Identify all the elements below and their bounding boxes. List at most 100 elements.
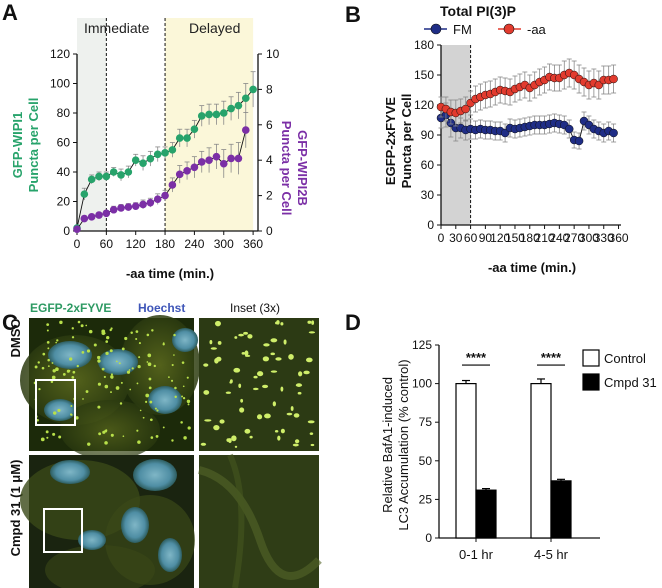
punctum bbox=[136, 429, 139, 432]
punctum bbox=[181, 395, 184, 398]
data-point bbox=[124, 203, 133, 211]
panel-b-ytick-label: 150 bbox=[414, 68, 434, 82]
panel-b-xtick-label: 150 bbox=[505, 231, 525, 245]
punctum bbox=[238, 383, 242, 389]
panel-c-microscopy: EGFP-2xFYVE Hoechst Inset (3x) DMSO Cmpd… bbox=[8, 301, 322, 588]
bar-control bbox=[455, 383, 477, 539]
punctum bbox=[151, 329, 154, 332]
panel-d-ytick-label: 100 bbox=[412, 377, 432, 391]
panel-a-xtick-label: 300 bbox=[214, 237, 234, 251]
punctum bbox=[110, 373, 113, 376]
punctum bbox=[311, 320, 315, 325]
punctum bbox=[51, 362, 54, 364]
series-fm bbox=[436, 102, 618, 150]
data-point bbox=[109, 168, 118, 176]
panel-d-ytick-label: 75 bbox=[419, 415, 433, 429]
punctum bbox=[270, 338, 278, 343]
data-point bbox=[146, 198, 155, 207]
legend-control-swatch bbox=[582, 349, 600, 367]
punctum bbox=[263, 343, 270, 347]
data-point bbox=[564, 124, 574, 134]
punctum bbox=[115, 386, 120, 390]
significance-label: **** bbox=[466, 350, 487, 365]
bar-control bbox=[530, 383, 552, 539]
punctum bbox=[252, 387, 259, 391]
punctum bbox=[229, 381, 233, 384]
punctum bbox=[174, 386, 177, 390]
punctum bbox=[129, 388, 132, 391]
punctum bbox=[124, 336, 128, 341]
punctum bbox=[139, 409, 142, 412]
punctum bbox=[38, 387, 41, 391]
punctum bbox=[76, 364, 79, 368]
punctum bbox=[303, 370, 310, 375]
data-point bbox=[124, 168, 133, 176]
panel-d-ylabel-1: Relative BafA1-induced bbox=[380, 377, 395, 513]
punctum bbox=[270, 352, 275, 356]
panel-a-xtick-label: 180 bbox=[155, 237, 175, 251]
punctum bbox=[148, 377, 152, 381]
punctum bbox=[309, 432, 314, 436]
punctum bbox=[71, 376, 75, 379]
punctum bbox=[272, 401, 277, 407]
data-point bbox=[227, 104, 235, 113]
punctum bbox=[136, 382, 139, 385]
punctum bbox=[275, 357, 282, 361]
punctum bbox=[81, 350, 85, 354]
panel-b-title: Total PI(3)P bbox=[440, 3, 516, 19]
punctum bbox=[47, 365, 50, 367]
panel-d-ylabel-2: LC3 Accumulation (% control) bbox=[396, 359, 411, 530]
punctum bbox=[234, 445, 238, 448]
image-dmso-main bbox=[20, 315, 200, 460]
punctum bbox=[145, 393, 150, 398]
punctum bbox=[46, 436, 49, 439]
punctum bbox=[298, 371, 303, 377]
punctum bbox=[262, 384, 269, 389]
punctum bbox=[109, 349, 113, 353]
punctum bbox=[122, 435, 125, 438]
punctum bbox=[85, 390, 89, 393]
punctum bbox=[105, 351, 109, 356]
punctum bbox=[137, 440, 141, 444]
punctum bbox=[145, 400, 148, 403]
punctum bbox=[72, 370, 76, 374]
panel-a-ytick-left-label: 120 bbox=[50, 47, 70, 61]
panel-a-chart: Immediate Delayed 0 60 120 180 240 300 3600204… bbox=[10, 18, 310, 281]
panel-a-ylabel-right-2: Puncta per Cell bbox=[279, 121, 294, 216]
punctum bbox=[293, 413, 300, 418]
data-point bbox=[249, 85, 257, 94]
punctum bbox=[52, 432, 56, 436]
panel-b-legend: FM -aa bbox=[424, 22, 547, 37]
punctum bbox=[153, 364, 156, 368]
punctum bbox=[137, 365, 141, 369]
data-point bbox=[131, 156, 140, 164]
panel-a-xtick-label: 0 bbox=[74, 237, 81, 251]
punctum bbox=[104, 384, 109, 389]
punctum bbox=[308, 331, 316, 334]
punctum bbox=[244, 354, 251, 357]
punctum bbox=[128, 369, 131, 371]
punctum bbox=[34, 365, 38, 369]
data-point bbox=[117, 204, 125, 212]
series-gfp-wipi2b bbox=[73, 112, 250, 234]
panel-a-xlabel: -aa time (min.) bbox=[126, 266, 214, 281]
panel-d-ytick-label: 0 bbox=[425, 531, 432, 545]
punctum bbox=[244, 428, 251, 434]
data-point bbox=[212, 110, 221, 119]
punctum bbox=[307, 320, 312, 324]
punctum bbox=[244, 350, 249, 357]
punctum bbox=[50, 380, 54, 384]
panel-a-ytick-left-label: 0 bbox=[63, 224, 70, 238]
panel-a-xtick-label: 240 bbox=[184, 237, 204, 251]
punctum bbox=[77, 320, 81, 324]
punctum bbox=[120, 381, 123, 384]
panel-b-ylabel-2: Puncta per Cell bbox=[399, 94, 414, 189]
panel-b-xlabel: -aa time (min.) bbox=[488, 260, 576, 275]
panel-d-ytick-label: 125 bbox=[412, 338, 432, 352]
punctum bbox=[182, 396, 186, 400]
punctum bbox=[101, 329, 106, 334]
panel-b-ytick-label: 60 bbox=[421, 158, 435, 172]
row-label-dmso: DMSO bbox=[8, 319, 23, 358]
punctum bbox=[105, 429, 108, 432]
data-point bbox=[609, 74, 618, 84]
